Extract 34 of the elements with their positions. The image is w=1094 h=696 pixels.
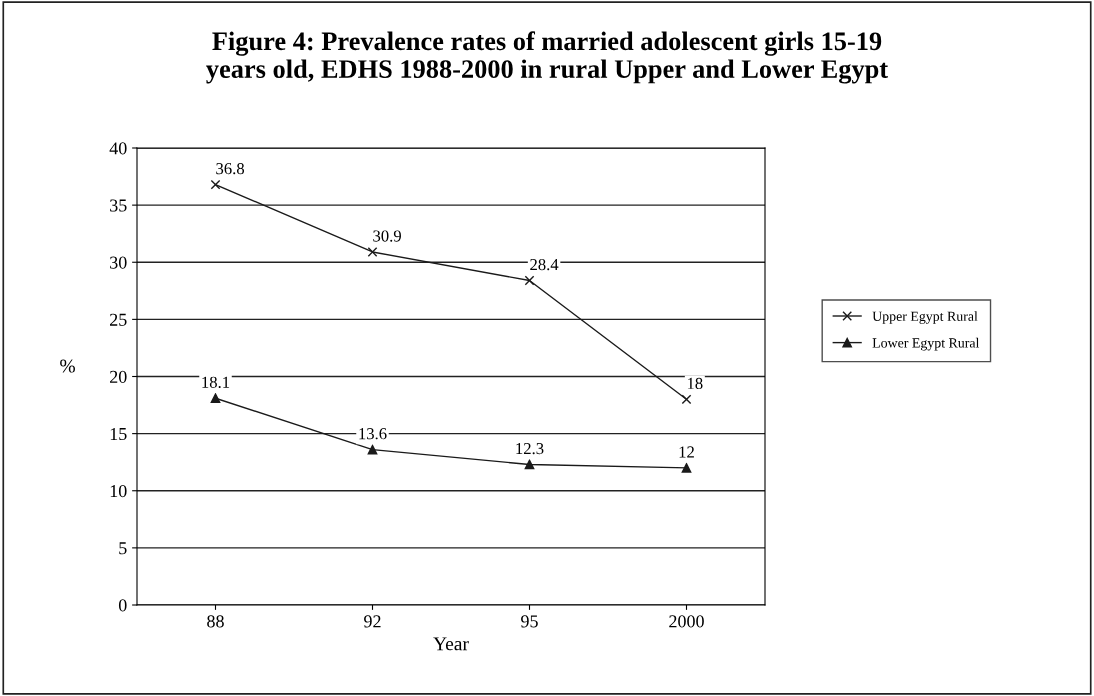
y-tick-label: 15: [110, 427, 127, 441]
y-tick-label: 10: [110, 485, 127, 498]
point: [367, 247, 378, 257]
point: [524, 275, 535, 286]
x-tick-label: 88: [207, 615, 224, 628]
y-tick-label: 5: [119, 542, 127, 555]
legend-label: Upper Egypt Rural: [872, 311, 978, 324]
point: [210, 393, 221, 404]
data-label: 30.9: [373, 230, 401, 242]
point: [681, 394, 692, 405]
x-tick-label: 92: [364, 615, 381, 628]
point: [210, 179, 221, 190]
y-tick-label: 35: [110, 199, 127, 212]
data-label: 18.1: [202, 376, 230, 388]
point: [524, 459, 535, 470]
y-axis-title: %: [60, 359, 75, 373]
y-tick-label: 30: [110, 256, 127, 269]
data-label: 36.8: [216, 162, 245, 175]
data-label: 13.6: [359, 428, 387, 440]
chart-title: Figure 4: Prevalence rates of married adolescent girls 15-19 years old, EDHS 1988-2000 in rural Upper and Lower Egypt: [206, 31, 889, 84]
x-tick-label: 95: [521, 615, 538, 628]
point: [681, 463, 692, 473]
data-label: 18: [687, 377, 703, 390]
y-tick-label: 40: [109, 142, 127, 155]
data-label: 28.4: [530, 258, 559, 271]
data-label: 12: [679, 446, 694, 458]
legend-label: Lower Egypt Rural: [872, 337, 980, 351]
point: [367, 444, 378, 455]
x-tick-label: 2000: [669, 615, 704, 628]
y-tick-label: 0: [118, 599, 127, 612]
y-tick-label: 20: [110, 370, 127, 383]
y-tick-label: 25: [110, 313, 127, 326]
x-axis-title: Year: [433, 637, 469, 651]
data-label: 12.3: [516, 442, 544, 455]
